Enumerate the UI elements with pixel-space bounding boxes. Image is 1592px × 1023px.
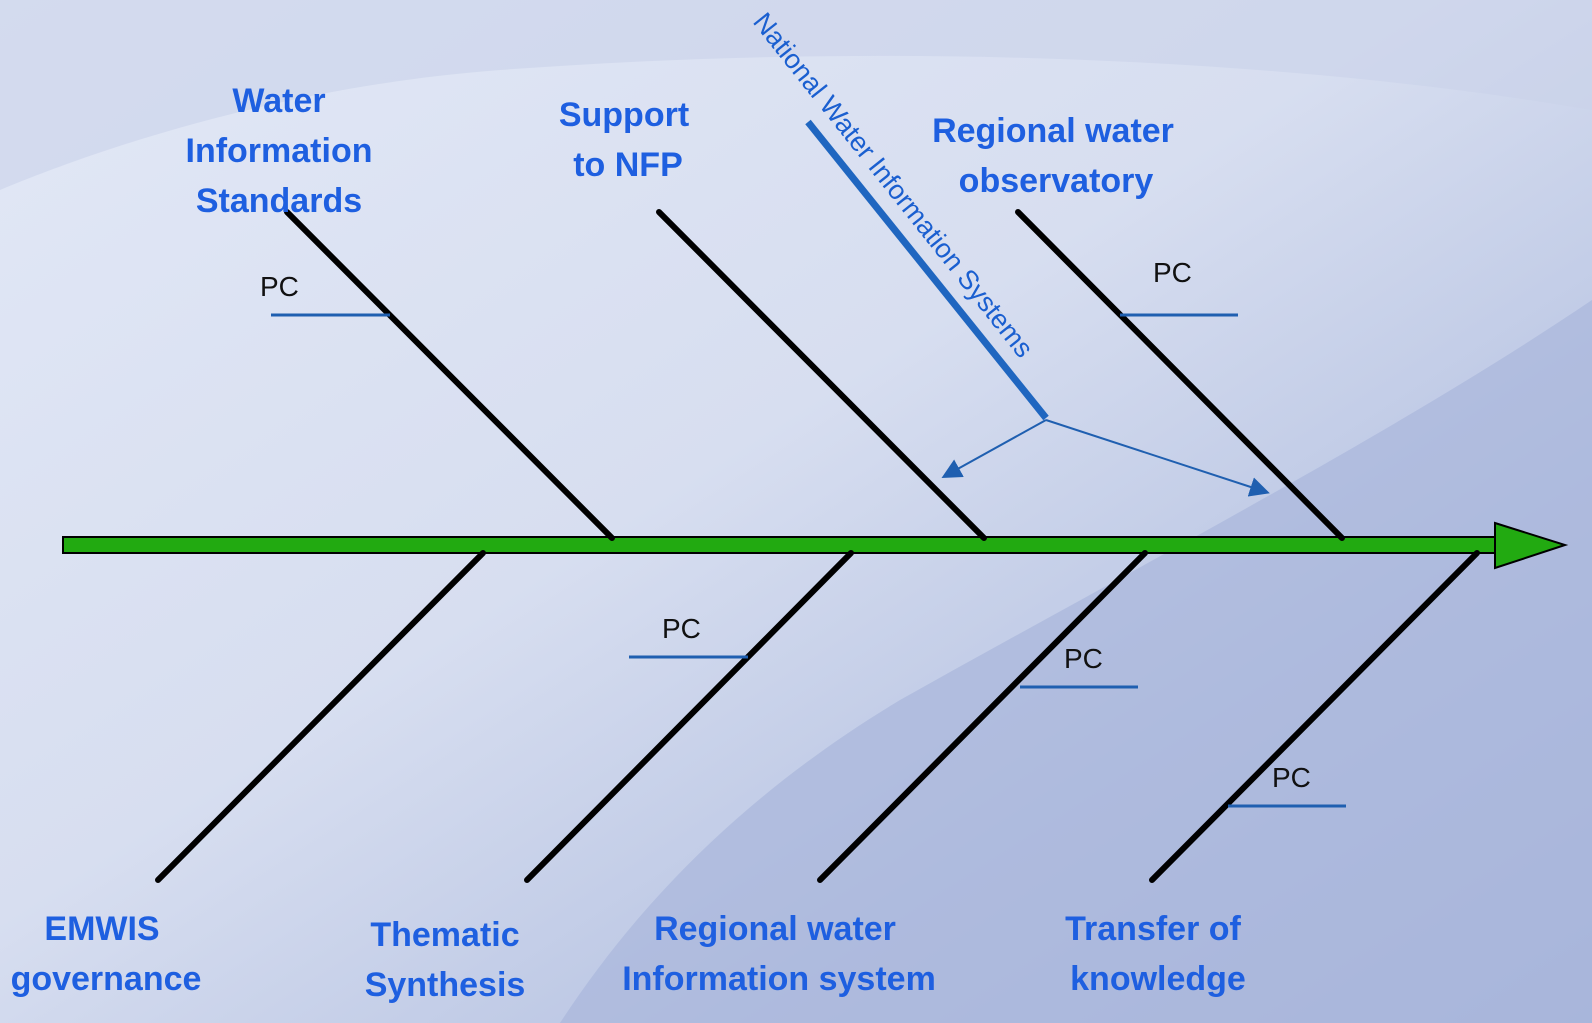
spine-head (1494, 521, 1569, 570)
sub-label: PC (1153, 257, 1192, 288)
branch-label: Support (559, 96, 689, 134)
branch-label: Transfer of (1065, 910, 1241, 948)
branch-label: observatory (959, 162, 1154, 200)
background-slope (560, 300, 1592, 1023)
branch-label: Synthesis (365, 966, 526, 1004)
branch-label: Standards (196, 182, 362, 220)
sub-label: PC (260, 271, 299, 302)
bone (656, 209, 987, 541)
branch-label: Information system (622, 960, 936, 998)
background-hills (0, 0, 1592, 190)
sub-label: PC (1064, 643, 1103, 674)
branch-label: Information (186, 132, 373, 170)
bone (155, 550, 486, 883)
spine (62, 536, 1498, 554)
branch-label: knowledge (1070, 960, 1246, 998)
sub-label: PC (1272, 762, 1311, 793)
bone (524, 550, 854, 883)
branch-label: to NFP (573, 146, 683, 184)
arrow (941, 419, 1047, 478)
branch-label: Water (232, 82, 325, 120)
branch-label: governance (11, 960, 202, 998)
branch-label: EMWIS (44, 910, 159, 948)
bone (817, 550, 1148, 883)
bone (1015, 209, 1345, 541)
branch-label: Thematic (370, 916, 519, 954)
national-bone (805, 119, 1049, 421)
arrow (1045, 419, 1270, 497)
bone (284, 209, 615, 541)
branch-label: Regional water (932, 112, 1174, 150)
bone (1149, 550, 1480, 883)
branch-label: Regional water (654, 910, 896, 948)
sub-label: PC (662, 613, 701, 644)
